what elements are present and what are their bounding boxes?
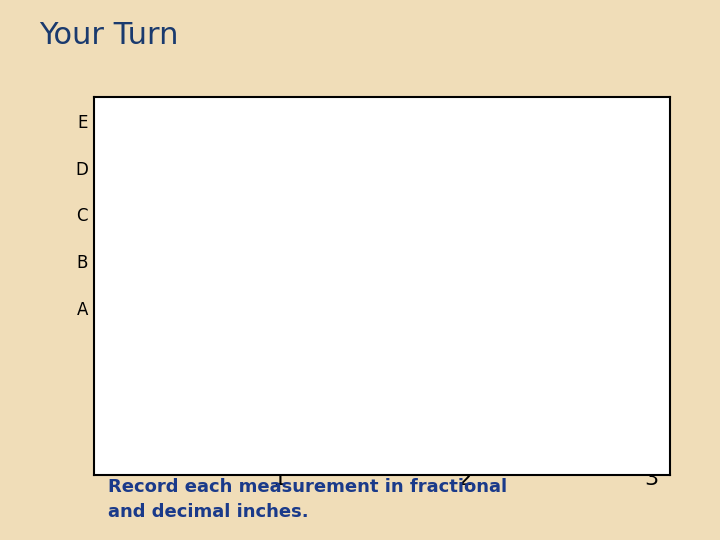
Text: Record each measurement in fractional
and decimal inches.: Record each measurement in fractional an… — [108, 478, 507, 521]
Text: 3: 3 — [644, 469, 658, 489]
Text: 2: 2 — [458, 469, 472, 489]
Bar — [94, 108, 651, 133]
Text: Your Turn: Your Turn — [40, 21, 179, 50]
Bar — [94, 154, 558, 180]
Bar — [94, 248, 279, 274]
Bar — [94, 201, 465, 227]
Bar — [94, 295, 140, 321]
Text: 1: 1 — [272, 469, 287, 489]
